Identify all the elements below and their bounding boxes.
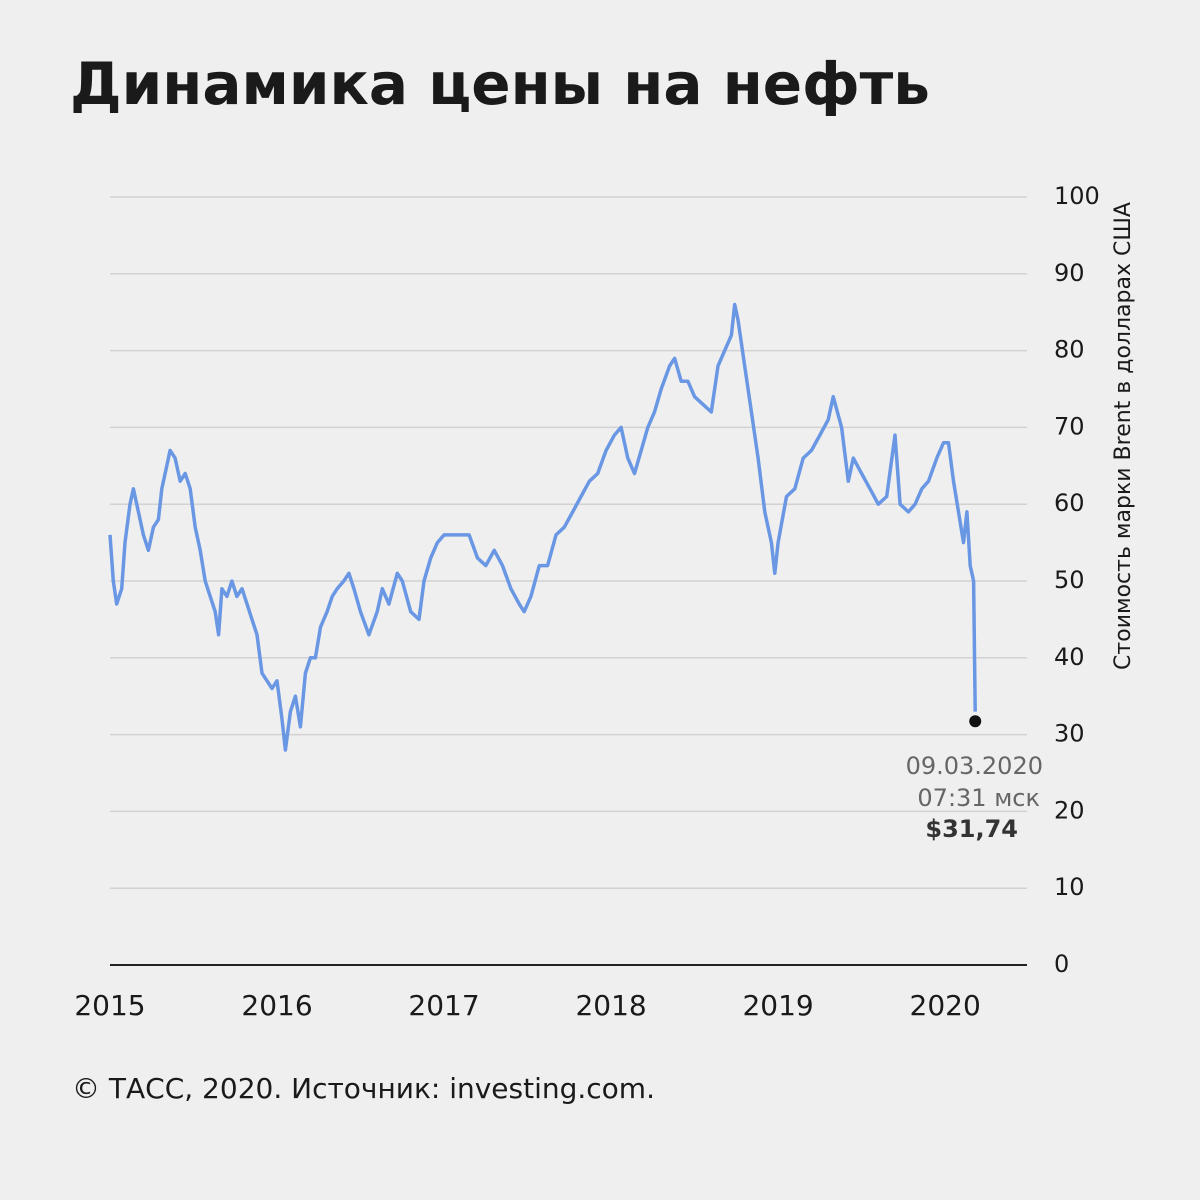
y-tick-label: 90 (1054, 259, 1085, 287)
y-tick-label: 20 (1054, 796, 1085, 824)
annotation-date: 09.03.2020 (906, 752, 1043, 780)
y-tick-label: 40 (1054, 643, 1085, 671)
y-tick-label: 100 (1054, 182, 1100, 210)
annotation-time: 07:31 мск (917, 784, 1040, 812)
y-tick-label: 80 (1054, 336, 1085, 364)
x-tick-label: 2016 (241, 989, 312, 1022)
annotation-value: $31,74 (925, 815, 1018, 843)
y-tick-label: 10 (1054, 873, 1085, 901)
price-line (108, 302, 977, 752)
x-tick-label: 2020 (910, 989, 981, 1022)
annotation-point (969, 715, 982, 728)
y-axis-label: Стоимость марки Brent в долларах США (1111, 202, 1136, 670)
y-tick-label: 70 (1054, 412, 1085, 440)
chart-title: Динамика цены на нефть (70, 50, 930, 118)
y-tick-label: 60 (1054, 489, 1085, 517)
y-tick-label: 30 (1054, 720, 1085, 748)
source: © ТАСС, 2020. Источник: investing.com. (72, 1072, 655, 1105)
x-tick-label: 2019 (742, 989, 813, 1022)
y-tick-label: 50 (1054, 566, 1085, 594)
x-tick-label: 2017 (408, 989, 479, 1022)
x-tick-label: 2015 (74, 989, 145, 1022)
y-tick-label: 0 (1054, 950, 1069, 978)
x-tick-label: 2018 (575, 989, 646, 1022)
